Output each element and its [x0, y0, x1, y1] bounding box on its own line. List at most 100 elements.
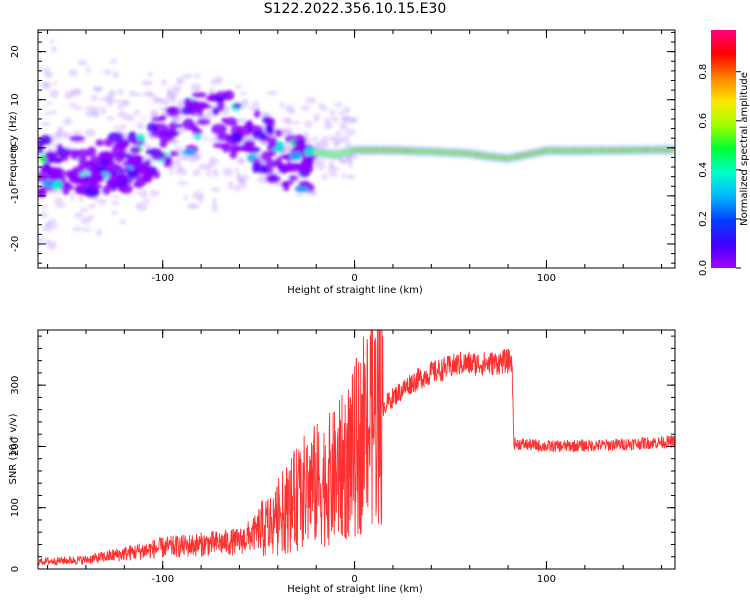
spectrogram-noise	[71, 130, 84, 136]
colorbar-gradient	[711, 30, 736, 268]
spectrogram-noise	[284, 104, 294, 112]
spectrogram-noise	[100, 106, 107, 115]
spectrogram-energy	[88, 174, 100, 186]
spectrogram-noise	[79, 207, 88, 213]
spectrogram-noise	[38, 236, 45, 243]
colorbar-tick-label: 0.6	[698, 113, 709, 129]
spectrogram-noise	[238, 177, 244, 184]
spectrogram-noise	[328, 163, 335, 171]
spectrogram-energy	[232, 103, 242, 109]
spectrogram-noise	[68, 102, 78, 107]
spectrogram-energy	[69, 135, 85, 142]
spectrogram-energy	[77, 156, 88, 164]
spectrogram-energy	[212, 107, 220, 116]
spectrogram-noise	[300, 105, 311, 111]
spectrogram-noise	[203, 115, 216, 119]
spectrogram-energy	[72, 166, 85, 174]
spectrogram-noise	[202, 136, 209, 141]
spectrogram-noise	[44, 72, 54, 78]
y-tick-label: -10	[10, 188, 21, 204]
spectrogram-energy	[89, 156, 104, 167]
spectrogram-noise	[72, 226, 83, 232]
colorbar-tick-label: 0.8	[698, 64, 709, 80]
spectrogram-energy	[126, 169, 139, 180]
spectrogram-noise	[350, 117, 358, 123]
spectrogram-energy	[44, 150, 58, 161]
spectrogram-noise	[334, 102, 343, 108]
spectrogram-noise	[154, 190, 160, 196]
spectrogram-noise	[212, 168, 219, 178]
spectrogram-energy	[122, 161, 134, 167]
spectrogram-noise	[239, 91, 248, 95]
spectrogram-energy	[41, 180, 56, 187]
spectrogram-noise	[212, 197, 217, 205]
spectrogram-frame	[37, 29, 676, 269]
spectrogram-noise	[40, 81, 52, 89]
spectrogram-noise	[135, 202, 148, 211]
spectrogram-energy	[300, 157, 315, 167]
spectrogram-energy	[38, 189, 47, 195]
snr-frame	[37, 329, 676, 570]
spectrogram-noise	[312, 136, 318, 142]
spectrogram-noise	[210, 78, 219, 86]
spectrogram-noise	[249, 105, 261, 111]
spectrogram-energy	[95, 139, 104, 147]
spectrogram-energy	[66, 149, 80, 156]
spectrogram-energy	[43, 164, 51, 171]
spectrogram-noise	[53, 223, 58, 230]
spectrogram-noise	[141, 80, 153, 86]
spectrogram-noise	[177, 181, 188, 186]
spectrogram-noise	[313, 158, 325, 168]
spectrogram-energy	[229, 149, 238, 159]
spectrogram-noise	[318, 142, 329, 150]
x-tick-label: 0	[351, 273, 357, 284]
spectrogram-noise	[118, 88, 124, 96]
spectrogram-noise	[72, 106, 84, 110]
spectrogram-noise	[342, 115, 350, 122]
spectrogram-noise	[111, 201, 119, 206]
spectrogram-energy	[294, 186, 310, 193]
spectrogram-energy	[298, 164, 314, 174]
spectrogram-noise	[120, 124, 127, 130]
spectrogram-noise	[344, 128, 357, 136]
spectrogram-noise	[98, 97, 110, 101]
x-tick-label: 0	[351, 574, 357, 585]
spectrogram-energy	[181, 106, 192, 116]
spectrogram-noise	[242, 99, 249, 104]
spectrogram-noise	[340, 135, 350, 143]
spectrogram-noise	[206, 168, 212, 178]
colorbar-label: Normalized spectral amplitude	[739, 72, 750, 226]
spectrogram-noise	[341, 172, 346, 179]
spectrogram-energy	[293, 143, 305, 153]
spectrogram-noise	[44, 111, 50, 116]
spectrogram-noise	[147, 71, 153, 77]
spectrogram-noise	[165, 92, 175, 101]
spectrogram-heatmap	[38, 39, 675, 250]
spectrogram-energy	[230, 133, 243, 144]
snr-panel: -100 0 100 0 100 200 300 Height of straight li…	[8, 329, 676, 595]
spectrogram-noise	[40, 121, 51, 127]
spectrogram-noise	[70, 88, 82, 96]
spectrogram-energy	[282, 180, 295, 185]
spectrogram-noise	[198, 196, 204, 204]
spectrogram-energy	[54, 179, 63, 190]
spectrogram-noise	[142, 198, 151, 203]
spectrogram-noise	[195, 154, 203, 158]
spectrogram-noise	[273, 182, 283, 187]
spectrogram-noise	[97, 198, 107, 206]
spectrogram-noise	[117, 111, 128, 118]
spectrogram-noise	[112, 71, 120, 79]
spectrogram-energy	[274, 129, 283, 138]
spectrogram-noise	[323, 135, 329, 141]
spectrogram-energy	[87, 183, 103, 190]
y-tick-label: -20	[10, 236, 21, 252]
spectrogram-noise	[78, 195, 84, 203]
spectrogram-energy	[269, 174, 277, 180]
snr-y-label: SNR (10 * v/v)	[8, 413, 19, 484]
spectrogram-energy	[144, 168, 154, 179]
spectrogram-noise	[77, 59, 87, 66]
spectrogram-noise	[87, 214, 95, 221]
spectrogram-noise	[194, 73, 201, 79]
spectrogram-noise	[55, 202, 66, 208]
spectrogram-noise	[227, 181, 234, 190]
